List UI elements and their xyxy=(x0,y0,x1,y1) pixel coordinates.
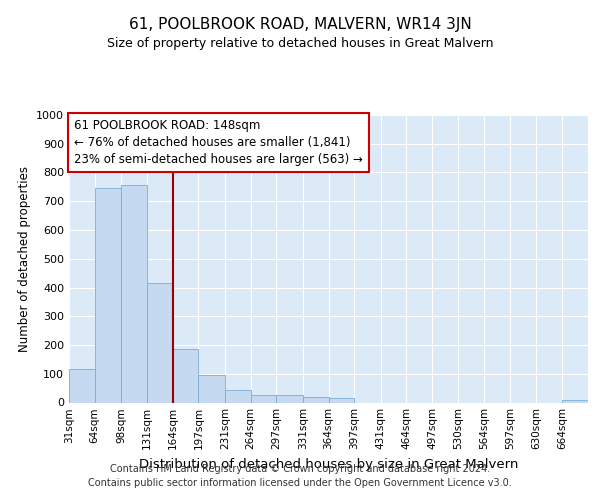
Text: Size of property relative to detached houses in Great Malvern: Size of property relative to detached ho… xyxy=(107,38,493,51)
Bar xyxy=(95,188,121,402)
Bar xyxy=(147,283,173,403)
Bar xyxy=(199,375,225,402)
Text: 61 POOLBROOK ROAD: 148sqm
← 76% of detached houses are smaller (1,841)
23% of se: 61 POOLBROOK ROAD: 148sqm ← 76% of detac… xyxy=(74,120,363,166)
Bar xyxy=(173,350,199,403)
Bar xyxy=(225,390,251,402)
Text: Contains HM Land Registry data © Crown copyright and database right 2024.
Contai: Contains HM Land Registry data © Crown c… xyxy=(88,464,512,487)
Bar xyxy=(69,370,95,402)
Bar xyxy=(251,396,276,402)
Bar xyxy=(121,186,147,402)
Bar xyxy=(562,400,588,402)
Y-axis label: Number of detached properties: Number of detached properties xyxy=(17,166,31,352)
Bar xyxy=(303,397,329,402)
Text: 61, POOLBROOK ROAD, MALVERN, WR14 3JN: 61, POOLBROOK ROAD, MALVERN, WR14 3JN xyxy=(128,18,472,32)
X-axis label: Distribution of detached houses by size in Great Malvern: Distribution of detached houses by size … xyxy=(139,458,518,471)
Bar xyxy=(329,398,354,402)
Bar xyxy=(276,396,303,402)
